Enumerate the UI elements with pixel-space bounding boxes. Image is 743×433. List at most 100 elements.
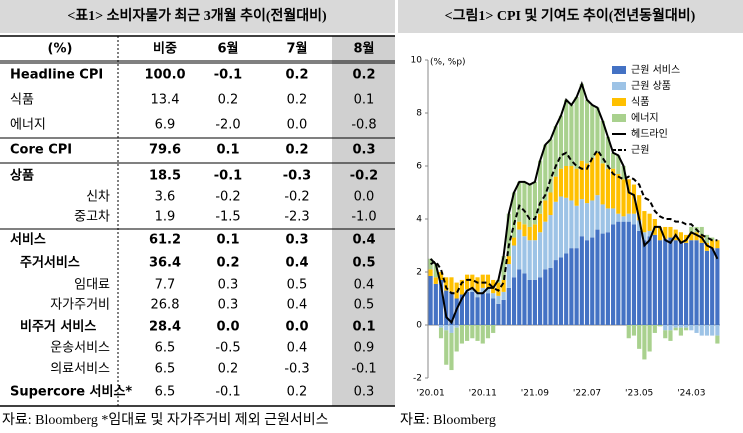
cell-value: 6.5 [155, 362, 176, 377]
legend-label: 식품 [631, 96, 649, 108]
bar-segment [590, 200, 595, 238]
cell-value: 0.9 [354, 341, 375, 356]
bar-segment [715, 240, 720, 249]
bar-segment [527, 184, 532, 227]
bar-segment [449, 291, 454, 325]
bar-segment [642, 325, 647, 360]
cell-value: -1.5 [215, 210, 240, 225]
bar-segment [548, 192, 553, 216]
bar-segment [668, 330, 673, 341]
bar-segment [704, 242, 710, 251]
bar-segment [631, 213, 637, 225]
bar-segment [590, 105, 595, 159]
bar-segment [574, 205, 579, 249]
bar-segment [454, 325, 459, 328]
cell-value: 0.5 [287, 278, 308, 293]
y-tick-label: -2 [413, 374, 422, 384]
bar-segment [485, 325, 491, 339]
bar-segment [611, 168, 616, 209]
x-tick-label: '24.03 [677, 389, 705, 399]
y-tick-label: 4 [416, 215, 422, 225]
bar-segment [579, 236, 584, 325]
row-label: 운송서비스 [50, 341, 110, 356]
bar-segment [553, 126, 558, 177]
cell-value: -2.0 [215, 118, 240, 133]
cell-value: 0.4 [354, 278, 375, 293]
bar-segment [642, 232, 647, 241]
bar-segment [611, 224, 616, 325]
bar-segment [704, 325, 710, 336]
header-cell: 6월 [217, 41, 238, 57]
cell-value: 36.4 [149, 256, 181, 271]
bar-segment [689, 226, 694, 233]
bar-segment [527, 226, 532, 241]
cell-value: 0.2 [218, 93, 239, 108]
bar-segment [590, 158, 595, 201]
cell-value: 0.2 [352, 68, 375, 83]
bar-segment [522, 224, 527, 237]
header-cell: 비중 [153, 42, 177, 57]
legend-label: 근원 [631, 144, 649, 156]
y-tick-label: 2 [416, 268, 422, 278]
bar-segment [558, 115, 564, 169]
bar-segment [527, 240, 532, 280]
bar-segment [678, 325, 683, 328]
bar-segment [501, 256, 506, 280]
bar-segment [605, 168, 610, 209]
bar-segment [564, 99, 569, 166]
cell-value: -0.2 [284, 190, 309, 205]
highlight-column [332, 36, 395, 406]
bar-segment [522, 273, 527, 325]
cell-value: -0.5 [215, 341, 240, 356]
bar-segment [444, 325, 449, 331]
row-label: 서비스 [10, 233, 46, 248]
bar-segment [485, 287, 491, 294]
table-title: <표1> 소비자물가 최근 3개월 추이(전월대비) [67, 7, 327, 24]
bar-segment [527, 279, 532, 325]
cell-value: -0.2 [350, 169, 378, 184]
bar-segment [657, 325, 663, 327]
cell-value: 0.1 [352, 320, 375, 335]
cell-value: 0.0 [285, 320, 308, 335]
header-cell: (%) [48, 42, 73, 57]
bar-segment [543, 269, 548, 325]
bar-segment [522, 181, 527, 225]
bar-segment [485, 274, 491, 288]
bar-segment [480, 293, 485, 325]
bar-segment [595, 195, 600, 230]
bar-segment [553, 201, 558, 261]
cell-value: 0.5 [352, 256, 375, 271]
bar-segment [564, 197, 569, 254]
cell-value: 3.6 [155, 190, 176, 205]
y-tick-label: 0 [416, 321, 422, 331]
bar-segment [574, 97, 579, 169]
bar-segment [501, 299, 506, 325]
bar-segment [668, 237, 673, 325]
y-tick-label: 6 [416, 162, 422, 172]
bar-segment [647, 325, 652, 352]
bar-segment [694, 232, 699, 241]
line [430, 148, 718, 295]
x-tick-label: '21.09 [521, 389, 550, 399]
bar-segment [710, 325, 715, 336]
bar-segment [647, 213, 652, 231]
bar-segment [480, 325, 485, 344]
cell-value: 0.4 [285, 256, 308, 271]
bar-segment [616, 221, 621, 325]
bar-segment [710, 240, 715, 249]
bar-segment [433, 264, 438, 278]
x-tick-label: '20.01 [416, 389, 444, 399]
bar-segment [449, 325, 454, 333]
bar-segment [548, 139, 553, 193]
bar-segment [501, 291, 506, 300]
bar-segment [444, 330, 449, 365]
cell-value: 0.4 [287, 298, 308, 313]
row-label: Supercore 서비스* [10, 385, 132, 400]
bar-segment [548, 215, 553, 269]
bar-segment [564, 166, 569, 198]
bar-segment [595, 107, 600, 153]
bar-segment [506, 287, 511, 325]
bar-segment [590, 237, 595, 325]
bar-segment [496, 303, 501, 325]
bar-segment [543, 200, 548, 222]
